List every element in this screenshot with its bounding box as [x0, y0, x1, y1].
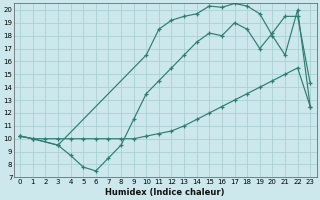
- X-axis label: Humidex (Indice chaleur): Humidex (Indice chaleur): [106, 188, 225, 197]
